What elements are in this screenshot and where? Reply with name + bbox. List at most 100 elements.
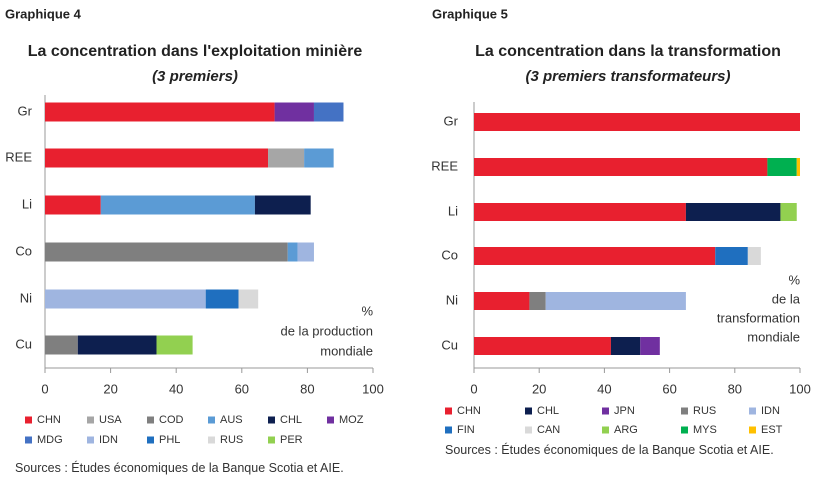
legend-label: IDN: [761, 405, 780, 417]
bar-segment: [274, 102, 314, 122]
bar-segment: [304, 148, 334, 168]
axis-note: mondiale: [747, 329, 800, 344]
x-tick-label: 20: [103, 381, 117, 396]
bar-segment: [767, 158, 797, 176]
bar-segment: [640, 337, 660, 355]
x-tick-label: 60: [235, 381, 249, 396]
bar-segment: [796, 158, 800, 176]
x-tick-label: 20: [532, 381, 546, 396]
legend-swatch: [445, 407, 452, 415]
category-label: Gr: [18, 103, 33, 118]
category-label: Ni: [446, 292, 458, 307]
legend-swatch: [268, 416, 275, 424]
bar-segment: [268, 148, 305, 168]
category-label: Li: [22, 196, 32, 211]
legend-label: CHL: [280, 414, 302, 426]
bar-segment: [474, 113, 800, 131]
legend-swatch: [525, 407, 532, 415]
x-tick-label: 80: [300, 381, 314, 396]
legend-label: ARG: [614, 424, 638, 436]
legend-swatch: [602, 407, 609, 415]
legend-label: FIN: [457, 424, 475, 436]
legend-swatch: [87, 416, 94, 424]
bar-segment: [45, 102, 275, 122]
axis-note: %: [788, 272, 800, 287]
legend-label: MDG: [37, 434, 63, 446]
bar-segment: [685, 203, 781, 221]
bar-segment: [45, 148, 269, 168]
x-tick-label: 60: [662, 381, 676, 396]
bar-segment: [156, 335, 193, 355]
bar-segment: [297, 242, 314, 262]
bar-segment: [238, 289, 259, 309]
category-label: Cu: [441, 337, 458, 352]
axis-note: transformation: [717, 310, 800, 325]
bar-segment: [747, 247, 761, 265]
chart-label: Graphique 5: [432, 6, 508, 21]
source-note: Sources : Études économiques de la Banqu…: [445, 443, 774, 457]
axis-note: mondiale: [320, 343, 373, 358]
legend-swatch: [681, 407, 688, 415]
x-tick-label: 100: [789, 381, 811, 396]
legend-label: CHN: [457, 405, 481, 417]
bar-segment: [474, 158, 768, 176]
category-label: REE: [431, 158, 458, 173]
legend-label: IDN: [99, 434, 118, 446]
bar-segment: [610, 337, 641, 355]
legend-swatch: [602, 426, 609, 434]
bar-segment: [715, 247, 748, 265]
legend-label: CHN: [37, 414, 61, 426]
legend-label: MYS: [693, 424, 717, 436]
legend-swatch: [445, 426, 452, 434]
bar-segment: [474, 292, 530, 310]
legend-label: PER: [280, 434, 303, 446]
chart-title: La concentration dans l'exploitation min…: [28, 43, 363, 60]
legend-label: RUS: [220, 434, 243, 446]
x-tick-label: 100: [362, 381, 384, 396]
category-label: Cu: [15, 336, 32, 351]
legend-swatch: [25, 436, 32, 444]
legend-swatch: [327, 416, 334, 424]
bar-segment: [529, 292, 546, 310]
legend-label: JPN: [614, 405, 635, 417]
bar-segment: [545, 292, 686, 310]
legend-swatch: [268, 436, 275, 444]
axis-note: de la production: [280, 323, 373, 338]
x-tick-label: 40: [169, 381, 183, 396]
legend-swatch: [147, 416, 154, 424]
bar-segment: [254, 195, 311, 215]
legend-swatch: [208, 416, 215, 424]
category-label: Gr: [444, 113, 459, 128]
category-label: Ni: [20, 290, 32, 305]
legend-label: AUS: [220, 414, 243, 426]
x-tick-label: 40: [597, 381, 611, 396]
bar-segment: [474, 247, 716, 265]
bar-segment: [313, 102, 344, 122]
legend-swatch: [749, 407, 756, 415]
legend-label: COD: [159, 414, 184, 426]
category-label: Co: [441, 247, 458, 262]
chart-title: La concentration dans la transformation: [475, 43, 781, 60]
legend-swatch: [87, 436, 94, 444]
legend-label: CHL: [537, 405, 559, 417]
bar-segment: [45, 195, 101, 215]
chart-label: Graphique 4: [5, 6, 82, 21]
legend-label: EST: [761, 424, 783, 436]
bar-segment: [100, 195, 255, 215]
legend-label: PHL: [159, 434, 180, 446]
legend-label: MOZ: [339, 414, 364, 426]
legend-swatch: [681, 426, 688, 434]
legend-swatch: [525, 426, 532, 434]
legend-label: RUS: [693, 405, 716, 417]
chart-subtitle: (3 premiers transformateurs): [525, 68, 730, 85]
legend-label: CAN: [537, 424, 560, 436]
bar-segment: [474, 337, 611, 355]
category-label: Co: [15, 243, 32, 258]
bar-segment: [77, 335, 157, 355]
x-tick-label: 0: [470, 381, 477, 396]
chart-subtitle: (3 premiers): [152, 68, 238, 85]
legend-swatch: [25, 416, 32, 424]
x-tick-label: 0: [41, 381, 48, 396]
source-note: Sources : Études économiques de la Banqu…: [15, 461, 344, 475]
